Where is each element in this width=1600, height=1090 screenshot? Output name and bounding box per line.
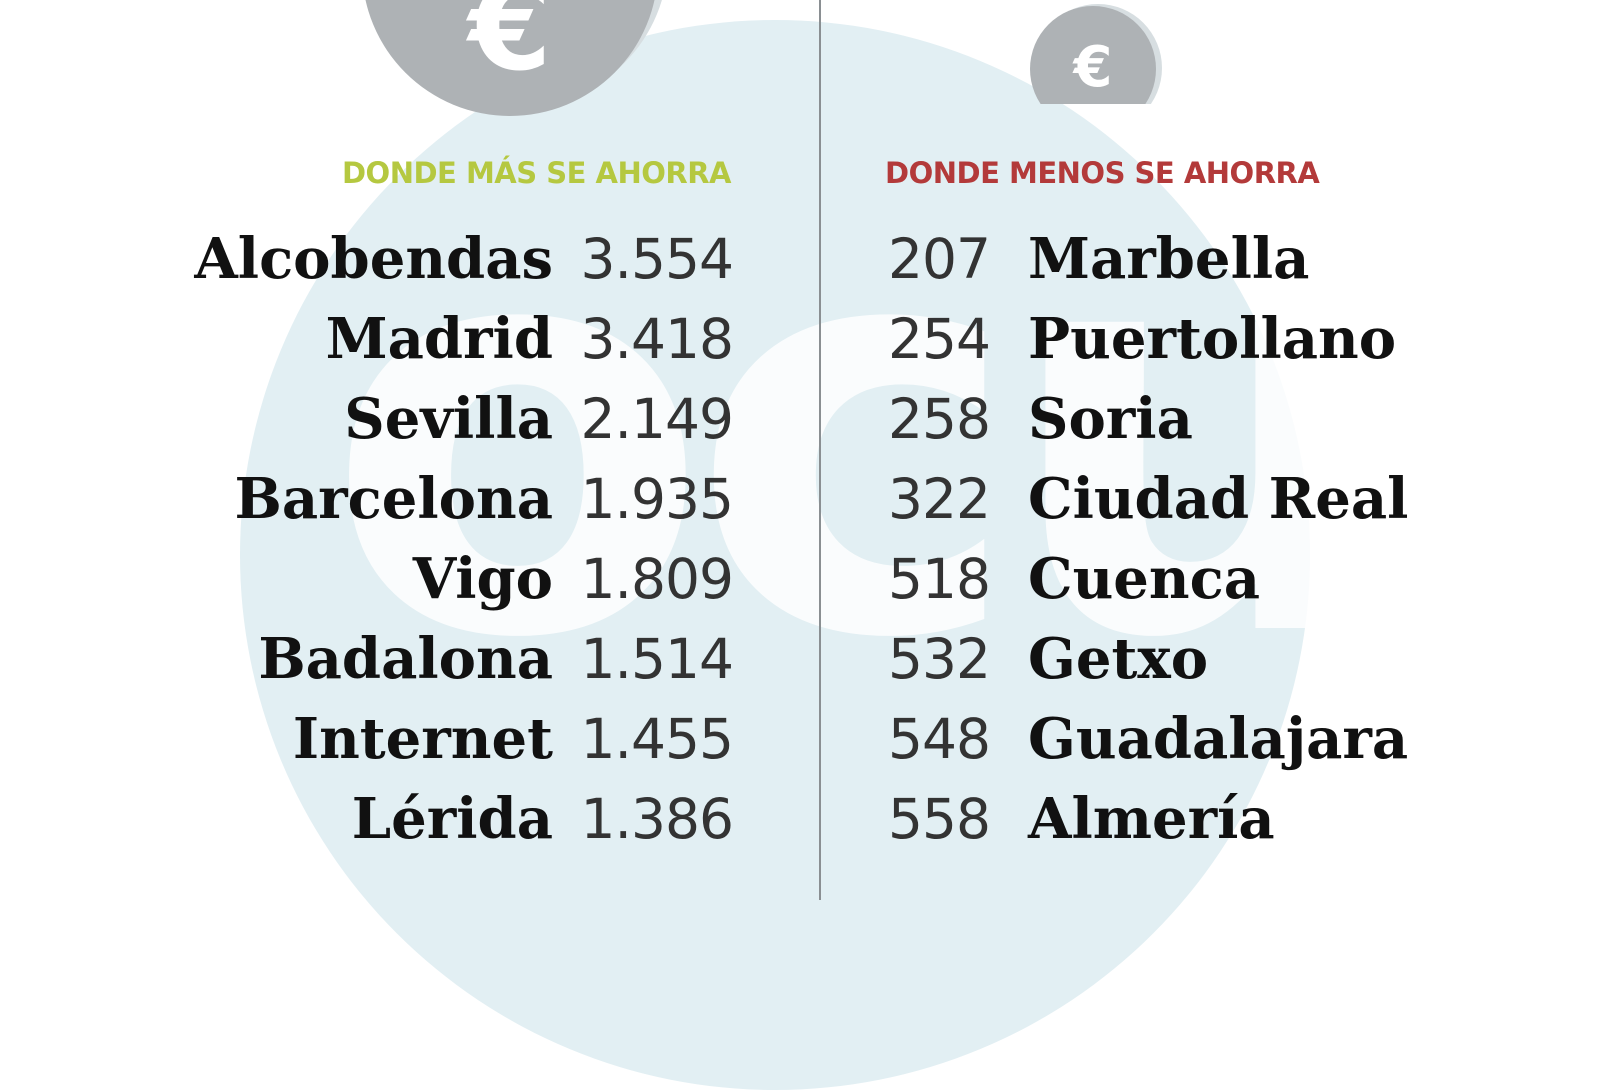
euro-coin-icon-small: € xyxy=(1030,6,1156,104)
list-item: Vigo 1.809 xyxy=(0,539,734,619)
right-heading: DONDE MENOS SE AHORRA xyxy=(885,156,1320,190)
city-name: Soria xyxy=(1028,386,1193,452)
list-item: 258 Soria xyxy=(888,379,1408,459)
savings-value: 1.514 xyxy=(580,627,734,691)
savings-value: 518 xyxy=(888,547,991,611)
list-item: 558 Almería xyxy=(888,779,1408,859)
savings-value: 2.149 xyxy=(580,387,734,451)
list-item: Badalona 1.514 xyxy=(0,619,734,699)
savings-value: 1.455 xyxy=(580,707,734,771)
list-item: 207 Marbella xyxy=(888,219,1408,299)
small-coin-icon-wrap: € xyxy=(1020,0,1180,104)
list-item: Internet 1.455 xyxy=(0,699,734,779)
list-item: Madrid 3.418 xyxy=(0,299,734,379)
left-heading: DONDE MÁS SE AHORRA xyxy=(341,156,732,190)
city-name: Marbella xyxy=(1028,226,1310,292)
list-item: 254 Puertollano xyxy=(888,299,1408,379)
city-name: Alcobendas xyxy=(194,226,553,292)
list-item: 548 Guadalajara xyxy=(888,699,1408,779)
savings-value: 1.935 xyxy=(580,467,734,531)
list-item: Lérida 1.386 xyxy=(0,779,734,859)
city-name: Badalona xyxy=(258,626,553,692)
savings-value: 3.554 xyxy=(580,227,734,291)
savings-value: 207 xyxy=(888,227,991,291)
city-name: Lérida xyxy=(351,786,553,852)
list-item: Sevilla 2.149 xyxy=(0,379,734,459)
savings-value: 548 xyxy=(888,707,991,771)
city-name: Puertollano xyxy=(1028,306,1397,372)
savings-value: 1.386 xyxy=(580,787,734,851)
watermark-logo: ocu xyxy=(325,109,1400,761)
savings-value: 322 xyxy=(888,467,991,531)
list-item: 322 Ciudad Real xyxy=(888,459,1408,539)
list-item: 532 Getxo xyxy=(888,619,1408,699)
column-divider xyxy=(819,0,821,900)
savings-value: 3.418 xyxy=(580,307,734,371)
savings-value: 532 xyxy=(888,627,991,691)
city-name: Almería xyxy=(1028,786,1275,852)
euro-symbol-small: € xyxy=(1073,34,1113,100)
city-name: Vigo xyxy=(412,546,553,612)
city-name: Sevilla xyxy=(344,386,553,452)
euro-coin-icon: € xyxy=(362,0,658,116)
euro-symbol: € xyxy=(468,0,552,98)
city-name: Cuenca xyxy=(1028,546,1261,612)
city-name: Ciudad Real xyxy=(1028,466,1409,532)
savings-value: 1.809 xyxy=(580,547,734,611)
city-name: Barcelona xyxy=(234,466,553,532)
city-name: Getxo xyxy=(1028,626,1209,692)
list-item: Barcelona 1.935 xyxy=(0,459,734,539)
savings-value: 558 xyxy=(888,787,991,851)
list-item: Alcobendas 3.554 xyxy=(0,219,734,299)
savings-value: 254 xyxy=(888,307,991,371)
city-name: Madrid xyxy=(325,306,553,372)
city-name: Guadalajara xyxy=(1028,706,1409,772)
big-coin-icon-wrap: € xyxy=(350,0,670,116)
city-name: Internet xyxy=(292,706,553,772)
list-item: 518 Cuenca xyxy=(888,539,1408,619)
savings-value: 258 xyxy=(888,387,991,451)
